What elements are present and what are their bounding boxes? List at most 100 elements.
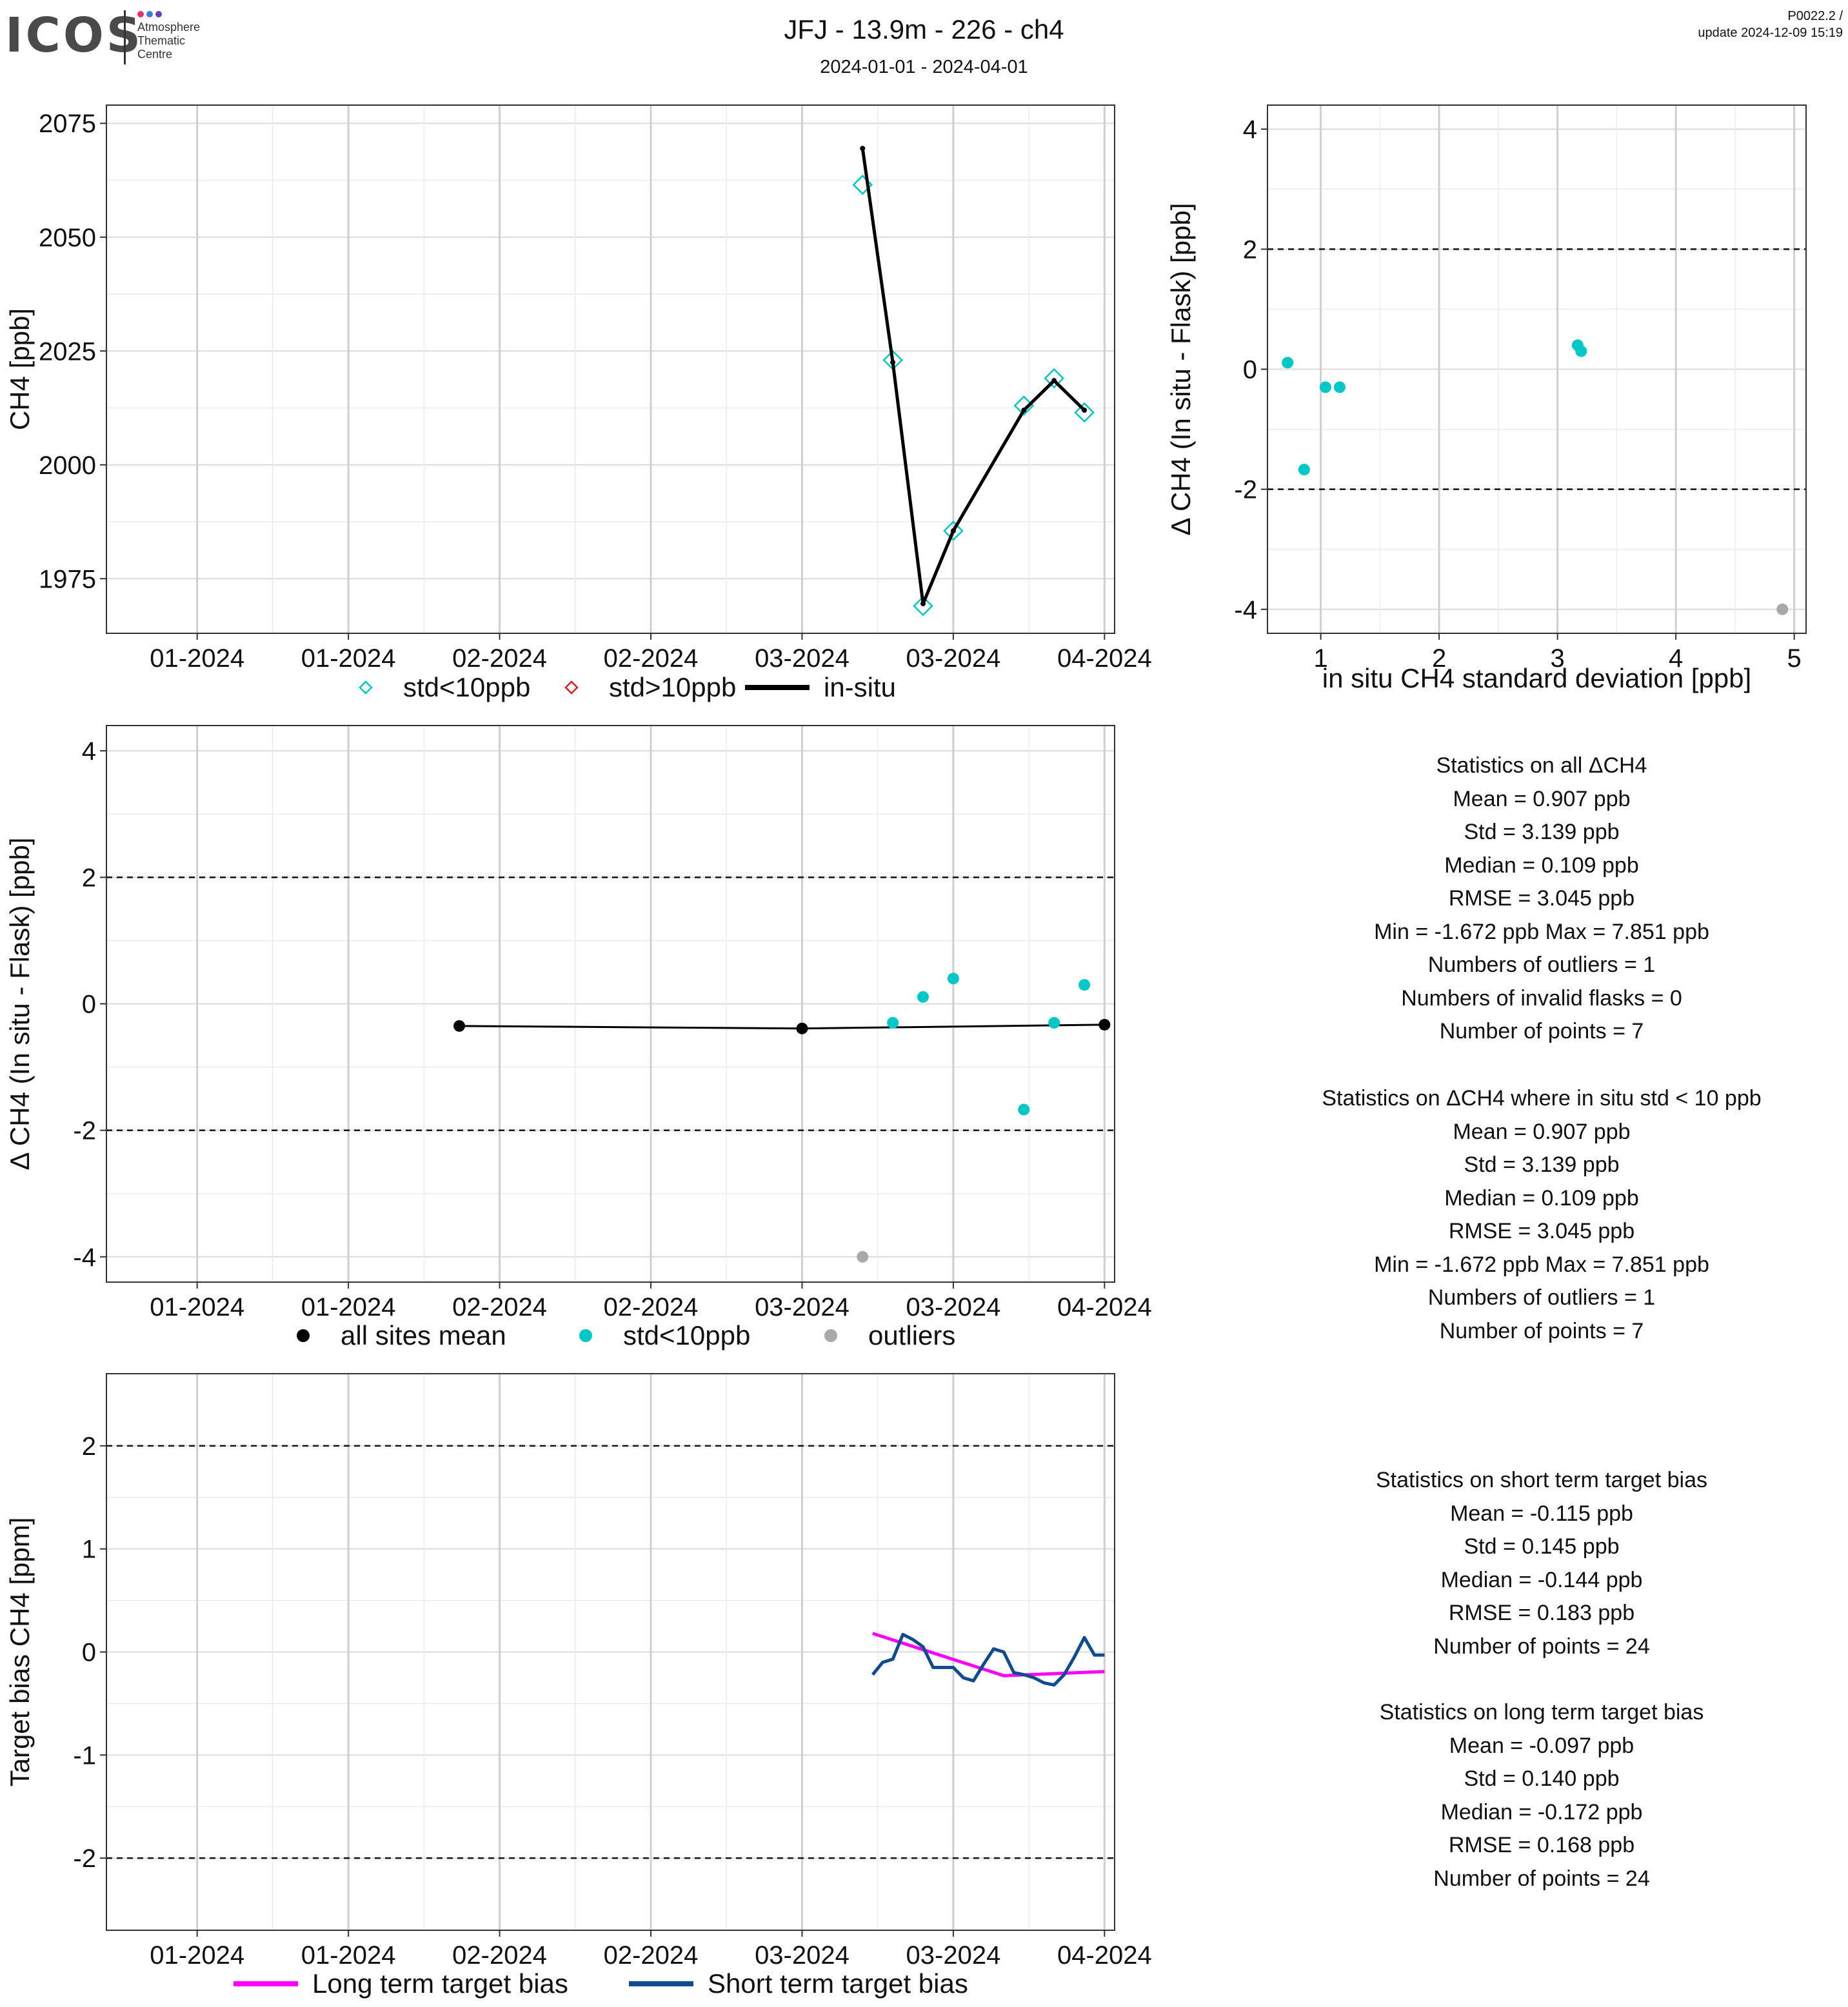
version-info: P0022.2 / update 2024-12-09 15:19: [1698, 8, 1843, 41]
data-point: [890, 359, 896, 365]
stats-line: RMSE = 0.168 ppb: [1448, 1833, 1635, 1857]
plot-frame: [106, 725, 1115, 1283]
x-tick-label: 04-2024: [1057, 1941, 1152, 1970]
y-tick-label: 0: [1243, 356, 1257, 384]
stats-line: Std = 3.139 ppb: [1464, 820, 1620, 844]
plot-frame: [106, 104, 1115, 634]
x-axis-label: in situ CH4 standard deviation [ppb]: [1322, 663, 1751, 693]
stats-delta-std10: Statistics on ΔCH4 where in situ std < 1…: [1251, 1082, 1832, 1348]
x-tick-label: 5: [1787, 644, 1802, 673]
x-tick-label: 03-2024: [906, 1941, 1001, 1970]
logo-dots-icon: [137, 9, 164, 18]
y-tick-label: 2: [82, 864, 96, 892]
stats-line: RMSE = 3.045 ppb: [1448, 1219, 1635, 1243]
legend-short-term-bias: Short term target bias: [629, 1968, 968, 1999]
legend-std-lt-10: std<10ppb: [579, 1320, 750, 1350]
x-tick-label: 1: [1313, 644, 1327, 673]
plot-frame: [1267, 104, 1807, 634]
stats-line: Std = 0.145 ppb: [1464, 1534, 1620, 1559]
x-tick-label: 2: [1432, 644, 1446, 673]
series-short-term-target-bias: [871, 1632, 1105, 1687]
stats-line: Statistics on ΔCH4 where in situ std < 1…: [1322, 1086, 1762, 1111]
logo-caption: Atmosphere Thematic Centre: [137, 21, 200, 61]
x-tick-label: 03-2024: [906, 644, 1001, 673]
x-tick-label: 01-2024: [150, 1293, 244, 1321]
stats-line: Mean = 0.907 ppb: [1453, 1119, 1631, 1144]
series-outliers: [857, 1251, 869, 1263]
x-tick-label: 01-2024: [150, 644, 244, 673]
data-point: [1319, 381, 1331, 393]
data-point: [860, 146, 866, 152]
stats-line: Numbers of outliers = 1: [1427, 953, 1656, 977]
data-point: [1078, 979, 1091, 991]
y-tick-label: -2: [73, 1844, 96, 1873]
stats-line: Mean = -0.115 ppb: [1450, 1501, 1633, 1526]
y-tick-label: 2050: [39, 224, 96, 252]
x-tick-label: 03-2024: [755, 644, 849, 673]
stats-line: Numbers of invalid flasks = 0: [1401, 985, 1682, 1011]
legend-label: outliers: [868, 1320, 955, 1350]
stats-line: Statistics on all ΔCH4: [1436, 753, 1647, 778]
x-tick-label: 4: [1669, 644, 1683, 673]
plot-frame: [106, 1373, 1115, 1931]
y-tick-label: 2025: [39, 337, 96, 366]
legend-all-sites-mean: all sites mean: [297, 1320, 506, 1350]
timeseries-ch4-panel: 1975 2000 2025 2050 2075 01-2024 01-2024 02-202…: [5, 104, 1152, 673]
stats-line: Mean = 0.907 ppb: [1453, 786, 1631, 811]
data-point: [1776, 603, 1789, 615]
x-tick-label: 04-2024: [1057, 644, 1152, 673]
y-tick-label: 0: [82, 991, 96, 1019]
flask-diamond-marker: [1044, 368, 1064, 389]
series-std-10ppb: [887, 973, 1091, 1116]
data-point: [796, 1022, 808, 1034]
y-tick-label: -2: [1234, 476, 1257, 504]
series-outliers: [1776, 603, 1789, 615]
x-tick-label: 04-2024: [1057, 1293, 1152, 1321]
legend-in-situ: in-situ: [745, 672, 896, 702]
version-label: P0022.2 /: [1787, 9, 1843, 23]
logo-dot: [155, 11, 162, 17]
data-point: [1575, 345, 1587, 357]
x-tick-label: 03-2024: [755, 1293, 849, 1321]
data-point: [1018, 1103, 1030, 1116]
y-tick-label: 2075: [39, 110, 96, 138]
y-tick-label: 0: [82, 1639, 96, 1667]
flask-diamond-marker: [1074, 402, 1095, 423]
logo-dot: [146, 11, 153, 17]
legend-label: std<10ppb: [403, 672, 530, 702]
y-tick-label: 1: [82, 1536, 96, 1564]
legend-label: std>10ppb: [609, 672, 736, 702]
legend-std-lt-10: std<10ppb: [359, 672, 530, 702]
delta-vs-std-panel: -4 -2 0 2 4 1 2 3 4 5 Δ CH4 (In situ - Flask) [ppb…: [1166, 104, 1807, 693]
stats-line: Median = 0.109 ppb: [1444, 853, 1639, 878]
stats-line: Std = 0.140 ppb: [1464, 1766, 1620, 1791]
x-tick-label: 02-2024: [452, 644, 547, 673]
x-tick-label: 3: [1550, 644, 1564, 673]
data-point: [1333, 381, 1346, 393]
update-timestamp: update 2024-12-09 15:19: [1698, 26, 1843, 40]
data-point: [887, 1016, 899, 1029]
series-long-term-target-bias: [872, 1632, 1105, 1677]
data-point: [1048, 1016, 1060, 1029]
stats-line: Number of points = 24: [1433, 1634, 1650, 1659]
data-point: [947, 973, 959, 985]
legend-std-gt-10: std>10ppb: [564, 672, 736, 702]
data-point: [453, 1020, 466, 1032]
series-line: [872, 1632, 1105, 1677]
stats-long-term-bias: Statistics on long term target bias Mean …: [1251, 1696, 1832, 1895]
plot-background: [106, 105, 1115, 633]
logo-caption-line: Atmosphere: [137, 21, 201, 34]
series-line: [871, 1632, 1105, 1687]
target-bias-panel: -2 -1 0 1 2 01-2024 01-2024 02-2024 02-2024 03-20…: [5, 1373, 1152, 1970]
legend-dot-icon: [297, 1329, 310, 1342]
data-point: [1082, 408, 1088, 413]
y-tick-label: 2000: [39, 451, 96, 480]
legend-outliers: outliers: [824, 1320, 955, 1350]
y-tick-label: -2: [73, 1117, 96, 1145]
stats-line: Median = -0.144 ppb: [1440, 1567, 1643, 1592]
x-tick-label: 01-2024: [301, 644, 396, 673]
y-tick-label: -4: [73, 1243, 96, 1272]
stats-line: RMSE = 0.183 ppb: [1448, 1601, 1635, 1625]
y-tick-label: -1: [73, 1741, 96, 1770]
